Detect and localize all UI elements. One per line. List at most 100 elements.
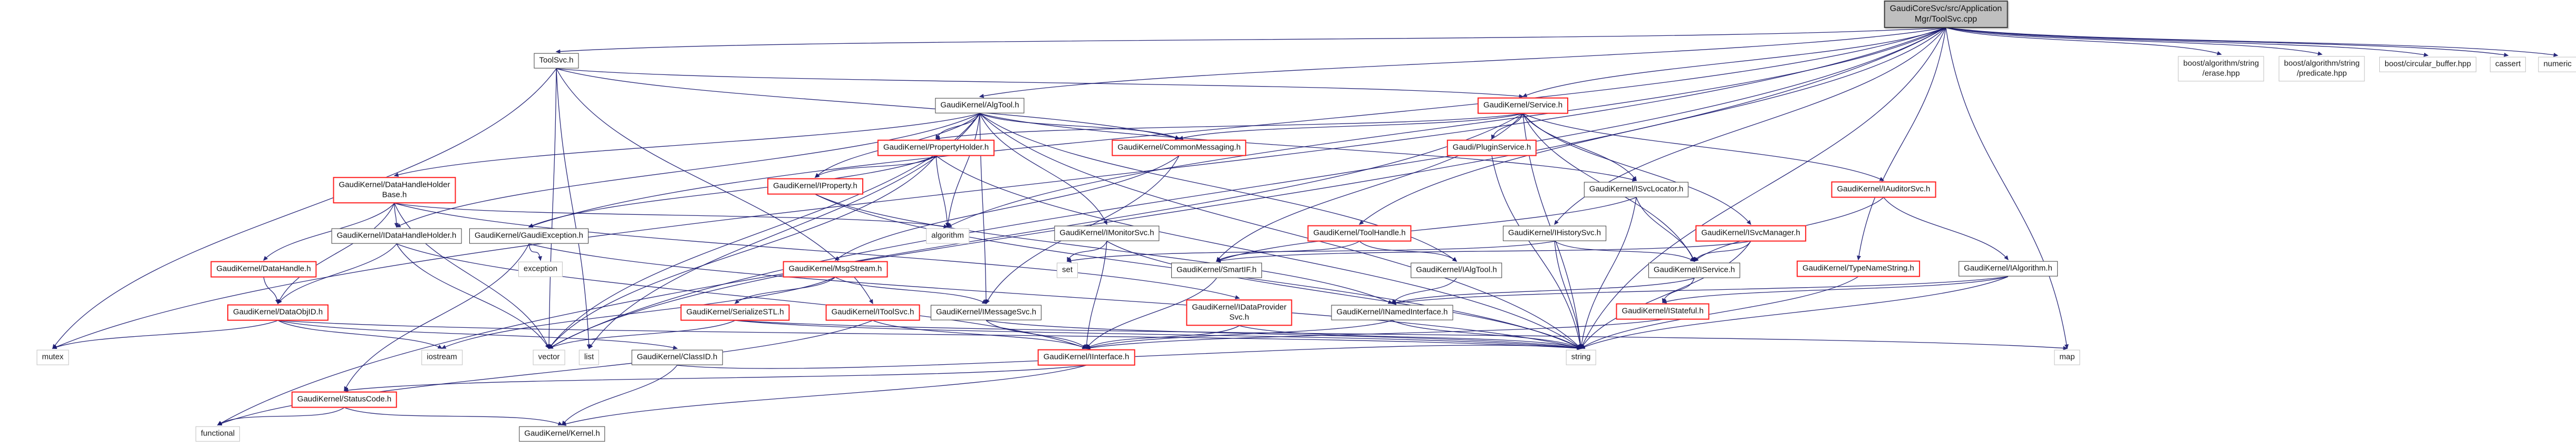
include-edge-serializestl-to-string bbox=[735, 320, 1582, 351]
include-edge-dataobjid-to-iostream bbox=[277, 320, 443, 349]
graph-node-label: GaudiKernel/DataHandle.h bbox=[216, 264, 311, 273]
graph-node-label: GaudiKernel/AlgTool.h bbox=[940, 100, 1019, 110]
include-edge-imessagesvc-to-iinterface bbox=[986, 320, 1087, 349]
graph-node-label: GaudiKernel/IAlgTool.h bbox=[1416, 265, 1497, 274]
include-edge-algtool-to-imonitorsvc bbox=[979, 113, 1107, 225]
graph-node-label: GaudiKernel/SerializeSTL.h bbox=[686, 307, 784, 317]
graph-node-imessagesvc[interactable]: GaudiKernel/IMessageSvc.h bbox=[930, 305, 1042, 320]
graph-node-label: GaudiKernel/MsgStream.h bbox=[788, 264, 882, 273]
include-edge-propholder-to-iproperty bbox=[814, 155, 937, 178]
graph-node-vector: vector bbox=[533, 349, 565, 365]
graph-node-label: boost/algorithm/string /erase.hpp bbox=[2183, 59, 2259, 78]
graph-node-iostream: iostream bbox=[421, 349, 462, 365]
graph-node-iinterface[interactable]: GaudiKernel/IInterface.h bbox=[1037, 349, 1135, 366]
graph-node-inamedinterface[interactable]: GaudiKernel/INamedInterface.h bbox=[1331, 305, 1453, 320]
include-edge-pluginsvc-to-string bbox=[1491, 155, 1583, 349]
graph-node-label: vector bbox=[538, 352, 560, 362]
graph-node-imonitorsvc[interactable]: GaudiKernel/IMonitorSvc.h bbox=[1054, 225, 1160, 241]
include-edge-service-to-vector bbox=[548, 113, 1523, 349]
graph-node-label: numeric bbox=[2543, 59, 2572, 69]
graph-node-label: GaudiKernel/ISvcManager.h bbox=[1701, 228, 1800, 238]
include-edge-isvclocator-to-iservice bbox=[1636, 197, 1695, 262]
include-edge-istateful-to-iinterface bbox=[1085, 319, 1663, 350]
graph-node-predicate: boost/algorithm/string /predicate.hpp bbox=[2279, 56, 2365, 81]
graph-node-commonmsg[interactable]: GaudiKernel/CommonMessaging.h bbox=[1112, 139, 1247, 156]
graph-node-label: iostream bbox=[427, 352, 457, 362]
graph-node-algtool[interactable]: GaudiKernel/AlgTool.h bbox=[935, 98, 1025, 113]
include-edge-statuscode-to-kernel bbox=[344, 407, 563, 425]
graph-node-label: Gaudi/PluginService.h bbox=[1452, 143, 1531, 152]
graph-node-serializestl[interactable]: GaudiKernel/SerializeSTL.h bbox=[680, 304, 790, 321]
graph-node-label: GaudiCoreSvc/src/Application Mgr/ToolSvc… bbox=[1889, 4, 2002, 24]
include-edge-idhh-to-iinterface bbox=[396, 243, 1087, 349]
graph-node-iauditorsvc[interactable]: GaudiKernel/IAuditorSvc.h bbox=[1831, 181, 1936, 198]
include-edge-root-to-toolsvc_h bbox=[555, 27, 1946, 54]
include-edge-root-to-algorithm bbox=[947, 27, 1946, 228]
graph-node-numeric: numeric bbox=[2538, 56, 2576, 72]
graph-node-label: GaudiKernel/IHistorySvc.h bbox=[1508, 228, 1601, 238]
include-edge-isvcmanager-to-string bbox=[1580, 241, 1751, 349]
graph-node-itoolsvc[interactable]: GaudiKernel/IToolSvc.h bbox=[825, 304, 920, 321]
graph-node-kernel[interactable]: GaudiKernel/Kernel.h bbox=[519, 426, 605, 442]
include-edge-ialgorithm-to-string bbox=[1580, 276, 2009, 349]
graph-node-idhh[interactable]: GaudiKernel/IDataHandleHolder.h bbox=[331, 228, 462, 244]
include-edge-dataobjid-to-mutex bbox=[52, 320, 278, 349]
include-edge-service-to-iauditorsvc bbox=[1522, 113, 1885, 181]
graph-node-dataobjid[interactable]: GaudiKernel/DataObjID.h bbox=[227, 304, 329, 321]
include-edge-iservice-to-inamedinterface bbox=[1391, 278, 1695, 305]
graph-node-label: GaudiKernel/TypeNameString.h bbox=[1802, 263, 1914, 273]
graph-node-idataprovidersvc[interactable]: GaudiKernel/IDataProvider Svc.h bbox=[1186, 299, 1292, 326]
graph-node-label: GaudiKernel/IService.h bbox=[1653, 265, 1735, 274]
graph-node-iservice[interactable]: GaudiKernel/IService.h bbox=[1648, 262, 1741, 278]
include-edge-service-to-pluginsvc bbox=[1491, 113, 1523, 140]
graph-node-label: functional bbox=[200, 429, 235, 438]
include-edge-dhhb-to-idhh bbox=[394, 203, 399, 228]
graph-node-label: GaudiKernel/ClassID.h bbox=[636, 352, 718, 362]
include-edge-service-to-isvclocator bbox=[1522, 113, 1637, 182]
graph-node-ialgorithm[interactable]: GaudiKernel/IAlgorithm.h bbox=[1958, 261, 2058, 277]
graph-node-erase: boost/algorithm/string /erase.hpp bbox=[2178, 56, 2264, 81]
graph-node-typenamestring[interactable]: GaudiKernel/TypeNameString.h bbox=[1797, 260, 1920, 277]
graph-node-gaudiexception[interactable]: GaudiKernel/GaudiException.h bbox=[469, 228, 588, 244]
graph-node-label: boost/algorithm/string /predicate.hpp bbox=[2284, 59, 2360, 78]
graph-node-label: GaudiKernel/IDataHandleHolder.h bbox=[336, 231, 457, 240]
graph-node-service[interactable]: GaudiKernel/Service.h bbox=[1477, 97, 1569, 114]
graph-node-msgstream[interactable]: GaudiKernel/MsgStream.h bbox=[783, 261, 888, 278]
include-edge-ialgtool-to-inamedinterface bbox=[1392, 278, 1457, 305]
graph-node-iproperty[interactable]: GaudiKernel/IProperty.h bbox=[767, 178, 863, 195]
graph-node-label: GaudiKernel/GaudiException.h bbox=[475, 231, 583, 240]
include-edge-ialgorithm-to-inamedinterface bbox=[1391, 276, 2009, 305]
graph-node-isvclocator[interactable]: GaudiKernel/ISvcLocator.h bbox=[1584, 182, 1689, 197]
include-edge-root-to-map bbox=[1945, 27, 2069, 349]
graph-node-label: GaudiKernel/INamedInterface.h bbox=[1336, 307, 1448, 317]
include-edge-datahandle-to-dataobjid bbox=[263, 277, 279, 305]
graph-node-isvcmanager[interactable]: GaudiKernel/ISvcManager.h bbox=[1695, 225, 1806, 242]
graph-node-toolhandle[interactable]: GaudiKernel/ToolHandle.h bbox=[1307, 225, 1412, 242]
graph-node-pluginsvc[interactable]: Gaudi/PluginService.h bbox=[1446, 139, 1537, 156]
graph-node-label: GaudiKernel/IAlgorithm.h bbox=[1964, 263, 2052, 273]
graph-node-label: boost/circular_buffer.hpp bbox=[2385, 59, 2471, 69]
graph-node-label: GaudiKernel/IToolSvc.h bbox=[831, 307, 914, 317]
include-edge-msgstream-to-serializestl bbox=[734, 277, 836, 304]
include-edge-inamedinterface-to-iinterface bbox=[1085, 320, 1393, 349]
include-edge-root-to-predicate bbox=[1945, 27, 2323, 56]
graph-node-propholder[interactable]: GaudiKernel/PropertyHolder.h bbox=[877, 139, 995, 156]
graph-node-smartif[interactable]: GaudiKernel/SmartIF.h bbox=[1171, 262, 1262, 278]
graph-node-istateful[interactable]: GaudiKernel/IStateful.h bbox=[1616, 303, 1710, 320]
graph-node-label: GaudiKernel/DataHandleHolder Base.h bbox=[339, 180, 450, 199]
include-edge-gaudiexception-to-statuscode bbox=[344, 243, 529, 392]
include-edge-idataprovidersvc-to-iinterface bbox=[1085, 325, 1240, 349]
graph-node-ihistorysvc[interactable]: GaudiKernel/IHistorySvc.h bbox=[1503, 225, 1606, 241]
include-edge-toolsvc_h-to-list bbox=[556, 68, 591, 349]
graph-node-ialgtool[interactable]: GaudiKernel/IAlgTool.h bbox=[1411, 262, 1502, 278]
include-edge-imessagesvc-to-string bbox=[986, 320, 1582, 350]
include-edge-root-to-gaudiexception bbox=[528, 27, 1946, 228]
include-edge-dataobjid-to-string bbox=[277, 320, 1582, 351]
graph-node-classid[interactable]: GaudiKernel/ClassID.h bbox=[631, 349, 723, 365]
graph-node-datahandle[interactable]: GaudiKernel/DataHandle.h bbox=[210, 261, 317, 278]
graph-node-toolsvc_h[interactable]: ToolSvc.h bbox=[534, 53, 579, 69]
graph-node-statuscode[interactable]: GaudiKernel/StatusCode.h bbox=[291, 391, 398, 408]
graph-node-dhhb[interactable]: GaudiKernel/DataHandleHolder Base.h bbox=[333, 177, 456, 203]
include-edge-toolsvc_h-to-service bbox=[556, 68, 1524, 99]
